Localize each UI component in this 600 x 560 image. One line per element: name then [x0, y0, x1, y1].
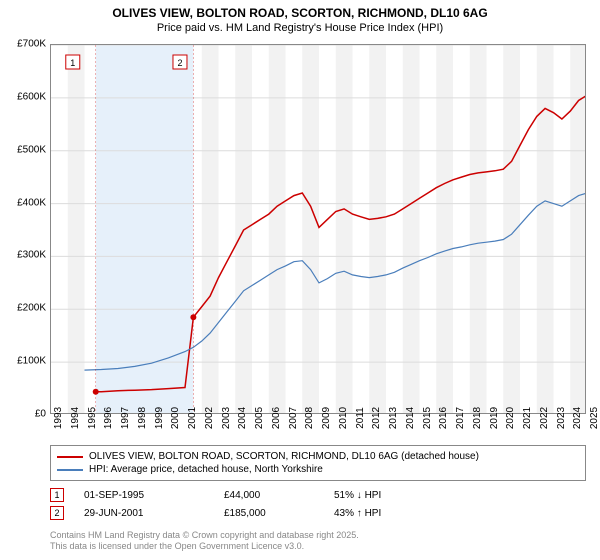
x-tick-label: 2000 [170, 407, 181, 429]
sales-table: 1 01-SEP-1995 £44,000 51% ↓ HPI 2 29-JUN-2001… [50, 486, 586, 522]
svg-text:2: 2 [177, 58, 182, 68]
x-tick-label: 2002 [204, 407, 215, 429]
sale-diff: 51% ↓ HPI [334, 490, 424, 501]
x-tick-label: 2004 [237, 407, 248, 429]
sale-row: 2 29-JUN-2001 £185,000 43% ↑ HPI [50, 504, 586, 522]
x-tick-label: 2025 [589, 407, 600, 429]
x-tick-label: 2019 [489, 407, 500, 429]
x-tick-label: 1998 [137, 407, 148, 429]
legend-swatch [57, 469, 83, 471]
x-tick-label: 2012 [371, 407, 382, 429]
x-tick-label: 1996 [103, 407, 114, 429]
x-tick-label: 2013 [388, 407, 399, 429]
x-tick-label: 1997 [120, 407, 131, 429]
chart-plot: 12 [50, 44, 586, 414]
sale-date: 01-SEP-1995 [84, 490, 204, 501]
x-tick-label: 2014 [405, 407, 416, 429]
legend-swatch [57, 456, 83, 458]
y-tick-label: £500K [17, 144, 46, 155]
legend-label: OLIVES VIEW, BOLTON ROAD, SCORTON, RICHM… [89, 451, 479, 462]
svg-text:1: 1 [70, 58, 75, 68]
footnote-line: Contains HM Land Registry data © Crown c… [50, 530, 586, 541]
x-tick-label: 1993 [53, 407, 64, 429]
x-tick-label: 2006 [271, 407, 282, 429]
x-tick-label: 2016 [438, 407, 449, 429]
chart-area: 12 £0£100K£200K£300K£400K£500K£600K£700K… [50, 44, 586, 414]
sale-marker-box: 2 [50, 506, 64, 520]
x-tick-label: 2020 [505, 407, 516, 429]
sale-price: £44,000 [224, 490, 314, 501]
legend-label: HPI: Average price, detached house, Nort… [89, 464, 323, 475]
legend-item: OLIVES VIEW, BOLTON ROAD, SCORTON, RICHM… [57, 450, 579, 463]
sale-marker-box: 1 [50, 488, 64, 502]
x-tick-label: 2001 [187, 407, 198, 429]
legend-item: HPI: Average price, detached house, Nort… [57, 463, 579, 476]
sale-diff: 43% ↑ HPI [334, 508, 424, 519]
x-tick-label: 2003 [221, 407, 232, 429]
y-tick-label: £0 [35, 409, 46, 420]
sale-price: £185,000 [224, 508, 314, 519]
y-tick-label: £300K [17, 250, 46, 261]
x-tick-label: 2007 [288, 407, 299, 429]
chart-title: OLIVES VIEW, BOLTON ROAD, SCORTON, RICHM… [0, 0, 600, 20]
x-tick-label: 2024 [572, 407, 583, 429]
legend: OLIVES VIEW, BOLTON ROAD, SCORTON, RICHM… [50, 445, 586, 481]
x-tick-label: 1995 [87, 407, 98, 429]
x-tick-label: 2017 [455, 407, 466, 429]
sale-row: 1 01-SEP-1995 £44,000 51% ↓ HPI [50, 486, 586, 504]
x-tick-label: 1994 [70, 407, 81, 429]
footnote-line: This data is licensed under the Open Gov… [50, 541, 586, 552]
chart-container: OLIVES VIEW, BOLTON ROAD, SCORTON, RICHM… [0, 0, 600, 560]
x-tick-label: 2021 [522, 407, 533, 429]
y-tick-label: £600K [17, 91, 46, 102]
y-tick-label: £200K [17, 303, 46, 314]
x-tick-label: 2023 [556, 407, 567, 429]
y-tick-label: £400K [17, 197, 46, 208]
footnote: Contains HM Land Registry data © Crown c… [50, 530, 586, 552]
x-tick-label: 2010 [338, 407, 349, 429]
x-tick-label: 2022 [539, 407, 550, 429]
x-tick-label: 2011 [355, 407, 366, 429]
x-tick-label: 2009 [321, 407, 332, 429]
x-tick-label: 2005 [254, 407, 265, 429]
x-tick-label: 1999 [154, 407, 165, 429]
y-tick-label: £100K [17, 356, 46, 367]
x-tick-label: 2008 [304, 407, 315, 429]
y-tick-label: £700K [17, 39, 46, 50]
sale-date: 29-JUN-2001 [84, 508, 204, 519]
x-tick-label: 2015 [422, 407, 433, 429]
chart-subtitle: Price paid vs. HM Land Registry's House … [0, 20, 600, 38]
x-tick-label: 2018 [472, 407, 483, 429]
